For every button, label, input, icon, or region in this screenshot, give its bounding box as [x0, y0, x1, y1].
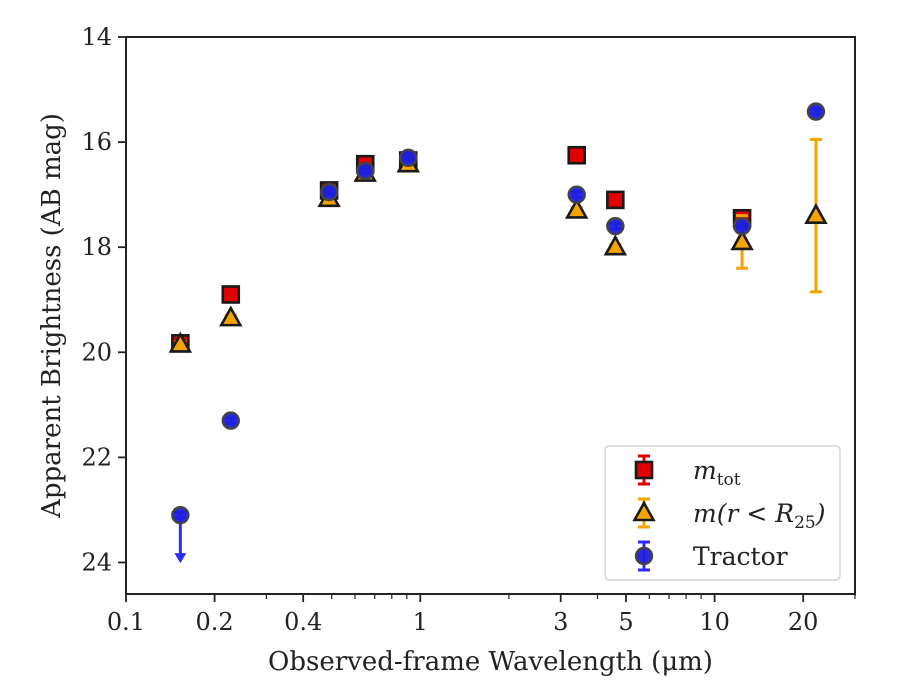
data-point: [606, 216, 625, 236]
data-point: [806, 102, 826, 121]
data-point: [564, 197, 589, 219]
legend-label: mtot: [693, 456, 741, 490]
axes: 0.1 0.2 0.4 1 3 5 10 20 14 16 18 20 22 24: [81, 23, 856, 636]
data-point: [221, 285, 241, 304]
x-axis-label: Observed-frame Wavelength (μm): [268, 647, 713, 677]
legend-marker: [634, 460, 654, 480]
data-point: [730, 229, 754, 251]
data-point: [732, 216, 752, 236]
y-tick-label: 16: [81, 128, 112, 156]
y-tick-label: 18: [81, 233, 112, 261]
data-point: [319, 182, 339, 202]
x-tick-label: 10: [699, 608, 730, 636]
data-point: [219, 305, 243, 327]
upper-limit-arrowhead: [174, 553, 187, 564]
data-point: [804, 202, 828, 224]
x-tick-label: 20: [788, 608, 819, 636]
data-point: [606, 190, 625, 210]
y-tick-label: 22: [81, 443, 112, 471]
x-tick-label: 5: [618, 608, 633, 636]
series-m-r-r25-: [168, 137, 828, 353]
legend-box: [604, 445, 841, 581]
legend: mtot m(r < R25) Tractor: [604, 445, 841, 581]
x-tick-label: 0.4: [284, 608, 322, 636]
data-point: [356, 161, 375, 181]
y-axis-label: Apparent Brightness (AB mag): [37, 113, 67, 519]
data-point: [171, 505, 190, 525]
y-tick-label: 14: [81, 23, 112, 51]
series-tractor: [171, 102, 826, 564]
legend-label: Tractor: [693, 542, 788, 571]
y-tick-label: 20: [81, 338, 112, 366]
legend-label: m(r < R25): [693, 499, 825, 533]
x-tick-label: 3: [553, 608, 568, 636]
x-tick-label: 0.2: [196, 608, 234, 636]
x-tick-label: 0.1: [107, 608, 145, 636]
x-tick-label: 1: [413, 608, 428, 636]
legend-marker: [634, 546, 654, 566]
data-point: [168, 331, 193, 353]
axes-frame: [125, 36, 856, 595]
series-m-tot: [171, 145, 752, 353]
data-point: [603, 234, 628, 256]
data-point: [567, 145, 587, 165]
data-point: [567, 185, 586, 204]
data-point: [399, 148, 418, 168]
data-point: [221, 411, 240, 430]
legend-marker: [632, 500, 656, 522]
plot-area: [168, 102, 828, 564]
y-tick-label: 24: [81, 548, 112, 576]
